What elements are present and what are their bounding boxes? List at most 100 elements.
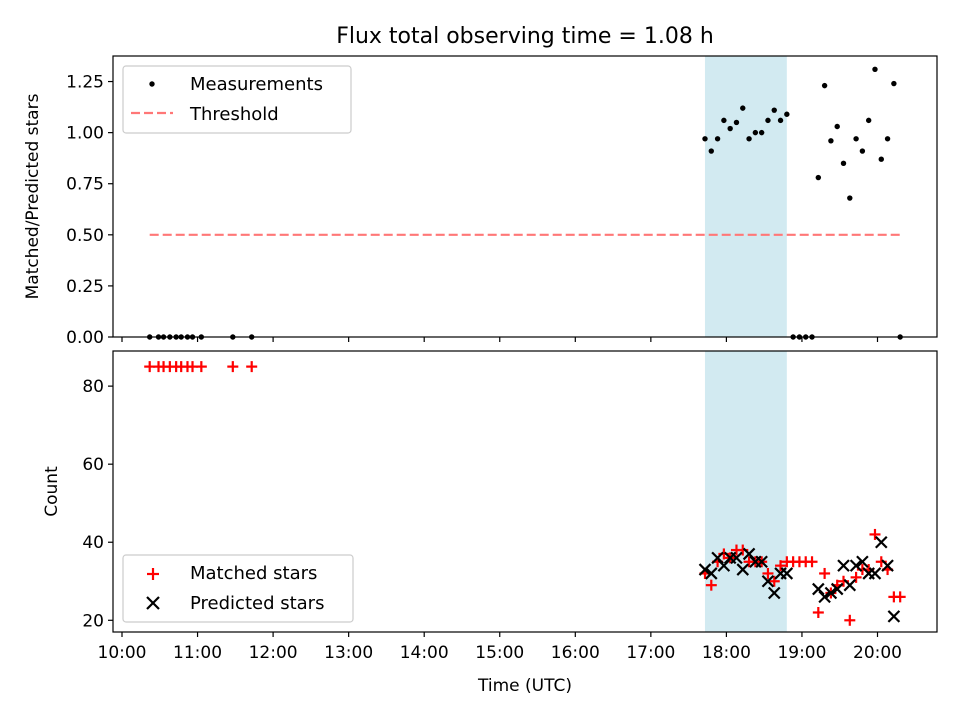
- predicted-star-point: [755, 555, 768, 569]
- matched-star-point: [894, 591, 906, 603]
- bottom-y-label: Count: [42, 466, 62, 517]
- measurement-point: [784, 111, 790, 117]
- top-y-tick-label: 1.25: [66, 73, 104, 93]
- matched-star-point: [775, 560, 787, 572]
- bottom-y-axis: 20 40 60 80: [82, 377, 113, 631]
- x-tick-label: 19:00: [777, 643, 826, 663]
- measurement-point: [872, 66, 878, 72]
- matched-star-point: [819, 567, 831, 579]
- predicted-star-point: [830, 582, 844, 596]
- predicted-star-point: [868, 567, 882, 580]
- matched-star-point: [195, 361, 207, 373]
- measurement-point: [878, 156, 884, 162]
- measurement-point: [733, 119, 740, 126]
- predicted-star-point: [824, 586, 838, 600]
- bottom-y-tick-label: 20: [82, 611, 104, 631]
- predicted-star-point: [698, 563, 712, 576]
- measurement-point: [727, 125, 733, 132]
- bottom-x-axis: 10:00 11:00 12:00 13:00 14:00 15:00 16:00 17:00…: [98, 632, 902, 663]
- measurement-point: [828, 138, 834, 144]
- measurement-point: [834, 123, 840, 130]
- x-tick-label: 14:00: [400, 643, 449, 663]
- top-y-tick-label: 1.00: [66, 124, 104, 144]
- x-tick-label: 15:00: [475, 643, 524, 663]
- predicted-star-point: [887, 610, 901, 623]
- x-tick-label: 17:00: [626, 643, 675, 663]
- x-tick-label: 12:00: [249, 643, 298, 663]
- measurement-point: [847, 195, 853, 201]
- observing-span-bottom: [704, 351, 787, 632]
- bottom-panel: 20 40 60 80 10:00 11:00 12:00 13:00 14:00 15:00 1…: [42, 350, 938, 696]
- bottom-plot-frame: [112, 350, 938, 633]
- measurement-point: [752, 129, 759, 136]
- legend-predicted-label: Predicted stars: [190, 593, 324, 614]
- legend-threshold-label: Threshold: [189, 104, 279, 125]
- bottom-y-tick-label: 40: [82, 533, 104, 553]
- top-panel: 0.00 0.25 0.50 0.75 1.00 1.25 Matched/Predict…: [23, 55, 938, 348]
- predicted-star-point: [761, 574, 775, 588]
- predicted-star-point: [881, 559, 894, 572]
- matched-star-point: [806, 556, 818, 568]
- predicted-star-point: [843, 578, 857, 592]
- top-y-tick-label: 0.25: [66, 277, 104, 297]
- predicted-star-point: [837, 559, 850, 572]
- legend-matched-label: Matched stars: [190, 563, 317, 584]
- x-tick-label: 10:00: [98, 643, 147, 663]
- predicted-star-point: [849, 559, 863, 572]
- measurement-point: [777, 117, 784, 124]
- matched-star-point: [812, 606, 824, 618]
- predicted-star-point: [736, 563, 750, 576]
- measurement-point: [815, 174, 822, 181]
- top-legend-box: [122, 65, 352, 134]
- x-tick-label: 18:00: [702, 643, 751, 663]
- legend-measurements-label: Measurements: [190, 74, 323, 95]
- top-y-tick-label: 0.50: [66, 226, 104, 246]
- matched-star-point: [246, 361, 258, 373]
- measurement-point: [853, 136, 859, 142]
- bottom-y-tick-label: 80: [82, 377, 104, 397]
- measurement-point: [702, 136, 708, 142]
- x-axis-label: Time (UTC): [477, 676, 572, 696]
- predicted-star-point: [874, 535, 888, 549]
- matched-star-point: [227, 361, 239, 373]
- measurement-point: [821, 82, 828, 89]
- matched-star-point: [850, 571, 862, 583]
- top-legend: Measurements Threshold: [122, 65, 352, 134]
- observing-span-top: [704, 56, 787, 337]
- predicted-star-point: [856, 555, 869, 569]
- measurement-point: [771, 107, 777, 113]
- matched-star-point: [844, 614, 856, 626]
- measurement-point: [884, 136, 891, 142]
- predicted-star-point: [767, 586, 781, 600]
- top-y-label: Matched/Predicted stars: [23, 93, 43, 299]
- chart-title: Flux total observing time = 1.08 h: [336, 24, 714, 49]
- measurement-point: [859, 148, 866, 154]
- predicted-star-point: [705, 567, 718, 580]
- bottom-y-tick-label: 60: [82, 455, 104, 475]
- top-y-tick-label: 0.75: [66, 175, 104, 195]
- measurement-point: [708, 148, 714, 154]
- measurement-point: [865, 117, 872, 124]
- top-y-axis: 0.00 0.25 0.50 0.75 1.00 1.25: [66, 73, 113, 348]
- bottom-legend-box: [122, 554, 354, 623]
- predicted-star-point: [818, 590, 831, 604]
- measurement-point: [891, 80, 897, 87]
- x-tick-label: 13:00: [324, 643, 373, 663]
- measurement-point: [740, 105, 746, 111]
- measurement-point: [714, 136, 721, 142]
- top-x-axis: [121, 337, 879, 342]
- matched-star-point: [869, 528, 881, 540]
- x-tick-label: 11:00: [173, 643, 222, 663]
- measurement-point: [840, 160, 847, 166]
- legend-predicted-marker: [146, 596, 160, 610]
- predicted-star-point: [780, 567, 794, 580]
- matched-star-point: [768, 575, 780, 587]
- measurement-point: [746, 136, 752, 142]
- measurement-point: [758, 129, 765, 136]
- x-tick-label: 20:00: [853, 643, 902, 663]
- predicted-star-point: [730, 551, 743, 565]
- top-plot-frame: [112, 55, 938, 338]
- predicted-stars-points: [698, 535, 901, 623]
- matched-star-point: [762, 567, 774, 579]
